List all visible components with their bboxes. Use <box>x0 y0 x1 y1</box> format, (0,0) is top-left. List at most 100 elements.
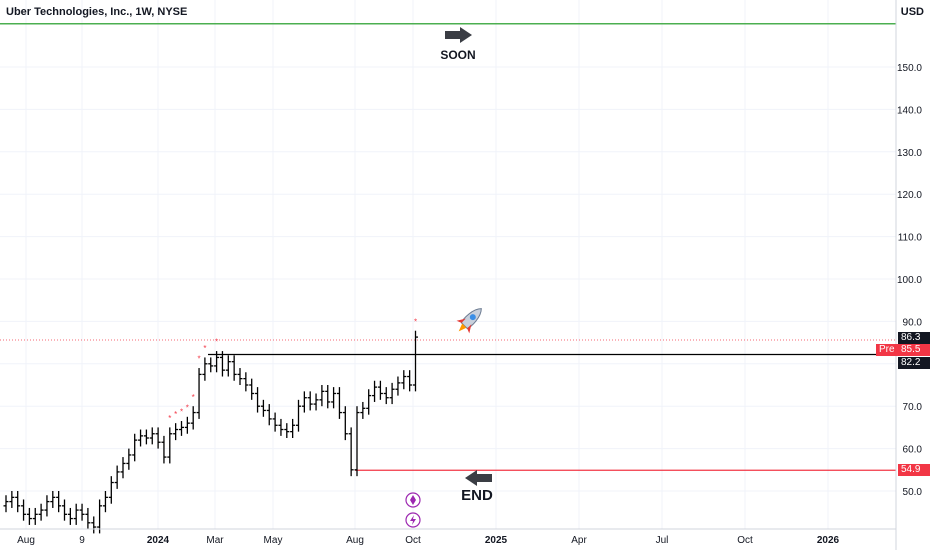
arrow-left-icon <box>465 470 492 486</box>
x-tick-label: Jul <box>656 535 669 546</box>
y-tick-label: 110.0 <box>898 233 923 244</box>
ohlc-bar <box>155 427 161 449</box>
ohlc-bar <box>360 401 366 419</box>
ohlc-bar <box>202 357 208 381</box>
ohlc-bar <box>3 495 9 513</box>
ohlc-bar <box>255 387 261 413</box>
ohlc-bar <box>161 435 167 464</box>
ohlc-bar <box>67 507 73 525</box>
chart-title: Uber Technologies, Inc., 1W, NYSE <box>6 6 188 18</box>
rocket-icon <box>456 308 482 334</box>
ohlc-bar <box>214 351 220 373</box>
ohlc-bar <box>73 503 79 525</box>
ohlc-bar <box>383 387 389 405</box>
signal-marker: * <box>203 344 206 353</box>
signal-marker: * <box>168 414 171 423</box>
event-diamond-icon[interactable] <box>405 492 421 508</box>
ohlc-bar <box>301 391 307 413</box>
ohlc-bar <box>401 370 407 390</box>
ohlc-bar <box>138 429 144 447</box>
ohlc-bar <box>97 499 103 534</box>
ohlc-bar <box>9 491 15 508</box>
horizontal-lines <box>0 23 896 471</box>
x-tick-label: Oct <box>405 535 421 546</box>
ohlc-bar <box>336 387 342 419</box>
trade-markers: * * * ****** <box>168 317 417 423</box>
signal-marker: * <box>186 403 189 412</box>
y-tick-label: 120.0 <box>897 190 922 201</box>
x-tick-label: Oct <box>737 535 753 546</box>
ohlc-bar <box>56 491 62 513</box>
ohlc-bar <box>413 330 418 392</box>
y-tick-label: 140.0 <box>897 105 922 116</box>
ohlc-bar <box>348 427 354 477</box>
x-tick-label: 2024 <box>147 535 170 546</box>
signal-marker: * <box>215 338 218 347</box>
y-tick-label: 60.0 <box>903 445 923 456</box>
x-tick-label: Aug <box>17 535 35 546</box>
y-tick-label: 100.0 <box>897 275 922 286</box>
ohlc-bar <box>407 370 413 392</box>
ohlc-bar <box>342 406 348 441</box>
signal-marker: * <box>192 393 195 402</box>
currency-label[interactable]: USD <box>900 6 924 18</box>
y-tick-label: 90.0 <box>903 317 923 328</box>
x-tick-label: May <box>264 535 283 546</box>
ohlc-bar <box>260 399 266 417</box>
ohlc-bar <box>237 368 243 385</box>
ohlc-bar <box>173 423 179 441</box>
ohlc-bar <box>149 427 155 445</box>
ohlc-bar <box>132 433 138 462</box>
ohlc-bar <box>296 399 301 432</box>
soon-label: SOON <box>440 48 475 62</box>
ohlc-bar <box>44 495 50 517</box>
arrow-right-icon <box>445 27 472 43</box>
ohlc-bar <box>15 491 21 513</box>
ohlc-bar <box>102 491 108 513</box>
ohlc-bar <box>395 376 401 396</box>
ohlc-bar <box>372 380 378 402</box>
ohlc-bar <box>319 385 325 407</box>
ohlc-bar <box>290 418 296 438</box>
signal-marker: * <box>197 355 200 364</box>
x-tick-label: Aug <box>346 535 364 546</box>
event-lightning-icon[interactable] <box>405 512 421 528</box>
ohlc-bar <box>167 427 173 464</box>
ohlc-bar <box>331 387 337 409</box>
x-axis-ticks: Aug 9 2024 Mar May Aug Oct 2025 Apr Jul Oct 2026 <box>17 535 839 546</box>
price-tag-top: 86.3 <box>898 332 930 344</box>
x-tick-label: 2026 <box>817 535 840 546</box>
ohlc-bar <box>120 457 126 479</box>
x-tick-label: Mar <box>206 535 224 546</box>
x-tick-label: 9 <box>79 535 85 546</box>
price-tag-red-line: 54.9 <box>898 464 930 476</box>
x-tick-label: Apr <box>571 535 587 546</box>
ohlc-bar <box>38 503 44 521</box>
ohlc-bar <box>50 491 56 508</box>
y-axis-ticks: 50.060.070.080.090.0100.0110.0120.0130.0… <box>897 63 922 498</box>
y-tick-label: 150.0 <box>897 63 922 74</box>
ohlc-bar <box>32 507 38 525</box>
ohlc-bar <box>266 404 272 426</box>
ohlc-bar <box>307 391 313 411</box>
y-tick-label: 50.0 <box>903 487 923 498</box>
pre-market-price: 85.5 <box>898 344 930 356</box>
x-tick-label: 2025 <box>485 535 508 546</box>
ohlc-bar <box>114 465 120 489</box>
ohlc-bar <box>313 393 319 411</box>
ohlc-bar <box>126 448 132 470</box>
ohlc-bar <box>79 503 85 521</box>
ohlc-bar <box>21 499 27 521</box>
price-tag-black-line: 82.2 <box>898 357 930 369</box>
ohlc-bar <box>85 507 91 530</box>
ohlc-bar <box>190 406 196 430</box>
pre-market-label: Pre <box>876 344 898 356</box>
ohlc-bar <box>196 368 202 419</box>
ohlc-bar <box>231 355 237 381</box>
ohlc-bar <box>366 389 372 415</box>
signal-marker: * <box>180 408 183 417</box>
y-tick-label: 70.0 <box>903 402 923 413</box>
ohlc-bar <box>389 382 395 405</box>
ohlc-bar <box>62 499 67 521</box>
